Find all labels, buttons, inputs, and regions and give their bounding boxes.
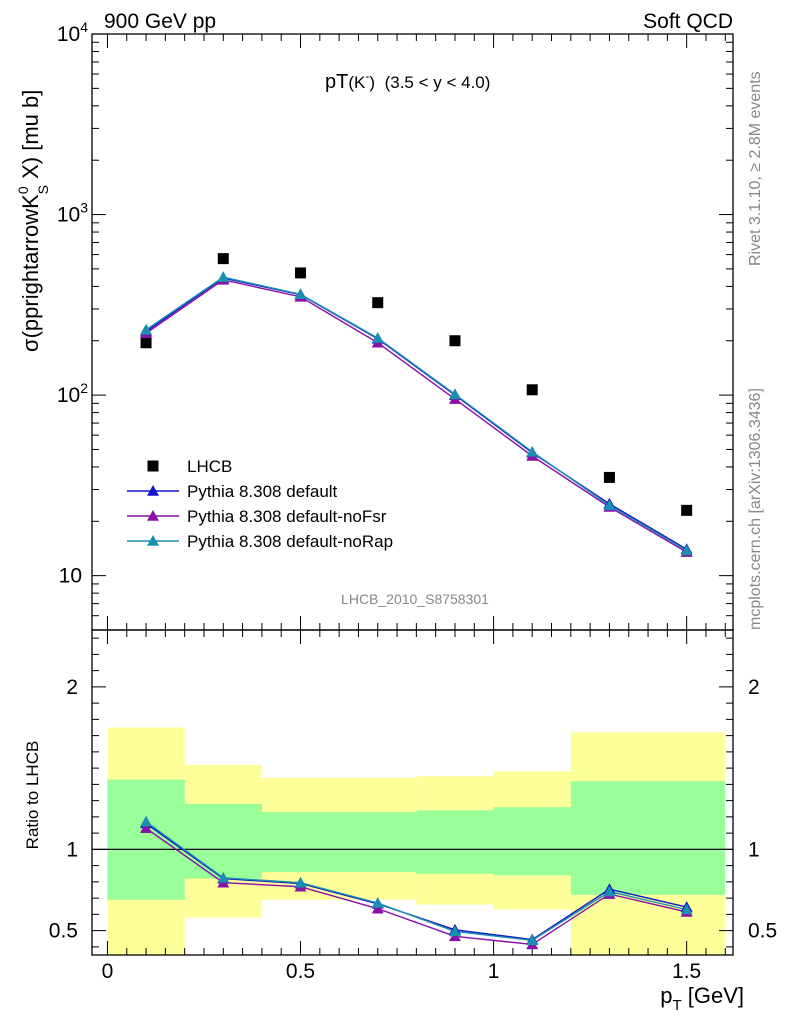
legend-label: Pythia 8.308 default-noFsr — [187, 507, 387, 526]
data-point-series-3 — [526, 445, 539, 457]
data-point-series-3 — [448, 388, 461, 400]
data-point-lhcb — [295, 267, 307, 279]
rivet-label: Rivet 3.1.10, ≥ 2.8M events — [747, 71, 764, 266]
series-line-3 — [145, 276, 688, 551]
series-line-2 — [145, 279, 688, 553]
main-series-lines — [145, 276, 688, 553]
band-green — [107, 779, 185, 900]
y-tick-label: 10 — [59, 565, 82, 588]
x-tick-label: 0 — [102, 960, 114, 983]
ratio-y-tick-label-right: 1 — [748, 838, 760, 861]
data-point-series-3 — [140, 323, 153, 335]
data-point-lhcb — [140, 337, 152, 349]
band-green — [570, 781, 726, 895]
data-point-lhcb — [681, 504, 693, 516]
x-tick-label: 0.5 — [286, 960, 315, 983]
band-green — [184, 803, 262, 879]
data-point-lhcb — [372, 297, 384, 309]
data-point-lhcb — [449, 335, 461, 347]
ratio-point-series-1 — [371, 902, 384, 914]
ratio-ylabel: Ratio to LHCB — [23, 741, 42, 850]
ratio-line-1 — [145, 827, 687, 946]
y-tick-label: 104 — [57, 19, 88, 46]
analysis-id: LHCB_2010_S8758301 — [341, 591, 489, 607]
ratio-y-tick-label-left: 1 — [66, 838, 78, 861]
ratio-point-series-1 — [140, 822, 153, 834]
ratio-point-series-2 — [140, 815, 153, 827]
legend-label: Pythia 8.308 default-noRap — [187, 532, 393, 551]
legend-marker-3 — [147, 535, 159, 546]
band-green — [493, 807, 571, 876]
data-point-series-3 — [603, 499, 616, 511]
ratio-point-series-2 — [680, 903, 693, 915]
ratio-markers — [140, 815, 693, 950]
data-point-series-3 — [294, 288, 307, 300]
ratio-frame — [91, 629, 734, 956]
data-point-series-3 — [371, 332, 384, 343]
xlabel: pT [GeV] — [660, 983, 744, 1014]
data-point-lhcb — [217, 253, 229, 265]
legend-marker-1 — [147, 485, 159, 496]
ratio-point-series-2 — [217, 871, 230, 883]
ratio-y-tick-label-right: 2 — [748, 676, 760, 699]
header-left: 900 GeV pp — [104, 10, 216, 33]
main-title: pT(K-) (3.5 < y < 4.0) — [325, 69, 490, 93]
ratio-plot-area — [91, 629, 734, 956]
legend: LHCB Pythia 8.308 default Pythia 8.308 def… — [127, 457, 393, 551]
legend-label: Pythia 8.308 default — [187, 482, 338, 501]
data-point-lhcb — [526, 384, 538, 396]
ratio-y-tick-label-left: 0.5 — [49, 920, 78, 943]
band-green — [261, 812, 417, 873]
main-markers — [140, 253, 693, 557]
ratio-point-series-2 — [371, 897, 384, 908]
x-tick-label: 1.5 — [672, 960, 701, 983]
ratio-y-tick-label-left: 2 — [66, 676, 78, 699]
y-tick-label: 103 — [57, 200, 88, 227]
ratio-axis-ticks: 0.5 0.5 1 1 2 2 0 0.5 1 1.5 — [49, 630, 777, 983]
ratio-point-series-2 — [294, 876, 307, 888]
data-point-series-3 — [680, 544, 693, 556]
main-ylabel: σ(pprightarrowK0 S X) [mu b] — [15, 90, 51, 352]
y-tick-label: 102 — [57, 380, 88, 407]
band-green — [416, 810, 494, 874]
header-right: Soft QCD — [643, 10, 733, 33]
ratio-series-lines — [145, 821, 687, 946]
mcplots-label: mcplots.cern.ch [arXiv:1306.3436] — [747, 388, 764, 630]
legend-label: LHCB — [187, 457, 232, 476]
x-tick-label: 1 — [488, 960, 500, 983]
ratio-point-series-2 — [448, 925, 461, 937]
ratio-y-tick-label-right: 0.5 — [748, 920, 777, 943]
ratio-point-series-2 — [526, 934, 539, 946]
ratio-point-series-2 — [603, 885, 616, 897]
data-point-lhcb — [603, 471, 615, 483]
ratio-line-2 — [145, 821, 687, 942]
data-point-series-3 — [217, 271, 230, 282]
legend-marker-lhcb — [147, 460, 159, 472]
main-axis-ticks: 10 102 103 104 — [57, 19, 733, 631]
legend-marker-2 — [147, 510, 159, 521]
